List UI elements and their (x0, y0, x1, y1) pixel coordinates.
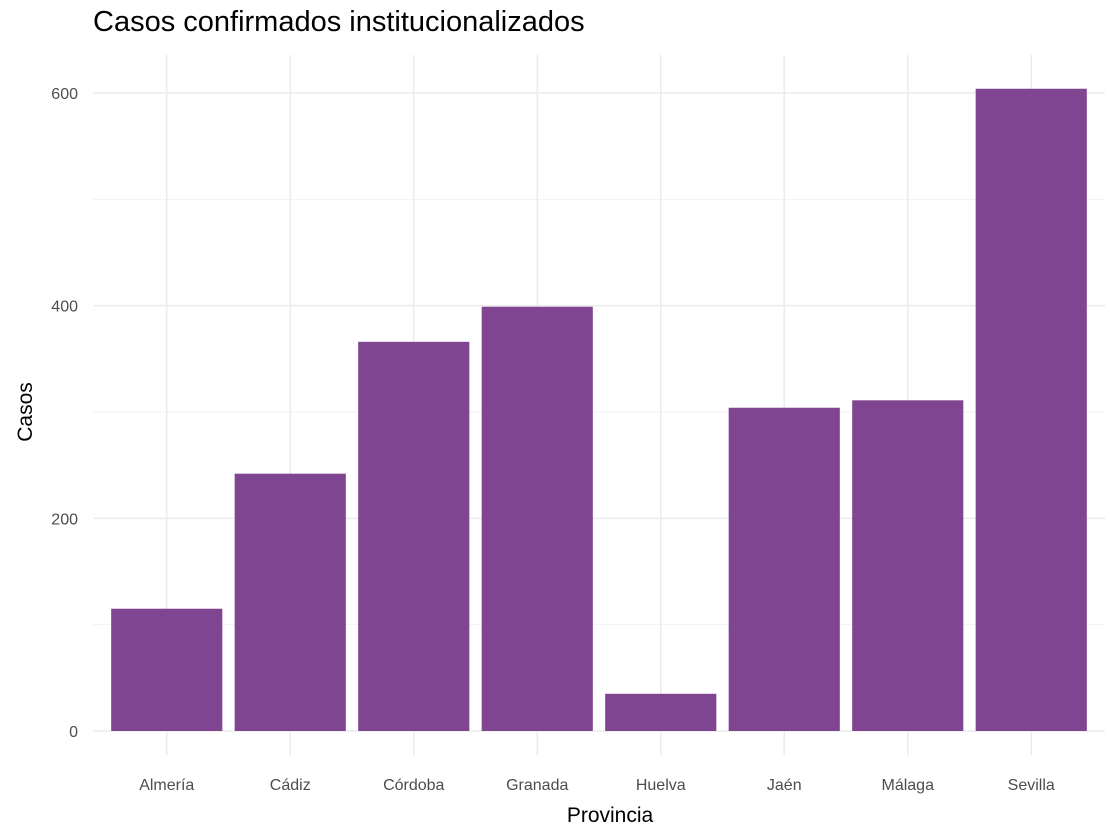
chart-title: Casos confirmados institucionalizados (93, 6, 585, 38)
bar (234, 473, 346, 731)
y-tick-label: 0 (69, 724, 78, 741)
bar (605, 693, 717, 731)
y-tick-label: 400 (51, 299, 78, 316)
bar (111, 608, 223, 731)
x-axis-title: Provincia (567, 804, 654, 825)
bar (358, 341, 470, 731)
bar (728, 407, 840, 731)
bar (852, 400, 964, 731)
x-tick-label: Sevilla (1008, 777, 1055, 794)
y-tick-label: 600 (51, 86, 78, 103)
x-tick-label: Huelva (636, 777, 686, 794)
y-axis-title: Casos (14, 382, 37, 442)
bar (975, 88, 1087, 732)
x-tick-label: Jaén (767, 777, 802, 794)
x-tick-label: Cádiz (270, 777, 311, 794)
bars (111, 88, 1087, 732)
x-tick-labels: Almería Cádiz Córdoba Granada Huelva Jaén Mála… (139, 777, 1055, 794)
y-tick-labels: 0 200 400 600 (51, 86, 78, 741)
x-tick-label: Granada (506, 777, 568, 794)
x-tick-label: Córdoba (383, 777, 444, 794)
y-tick-label: 200 (51, 511, 78, 528)
x-tick-label: Málaga (882, 777, 935, 794)
bar (481, 306, 593, 731)
x-tick-label: Almería (139, 777, 194, 794)
